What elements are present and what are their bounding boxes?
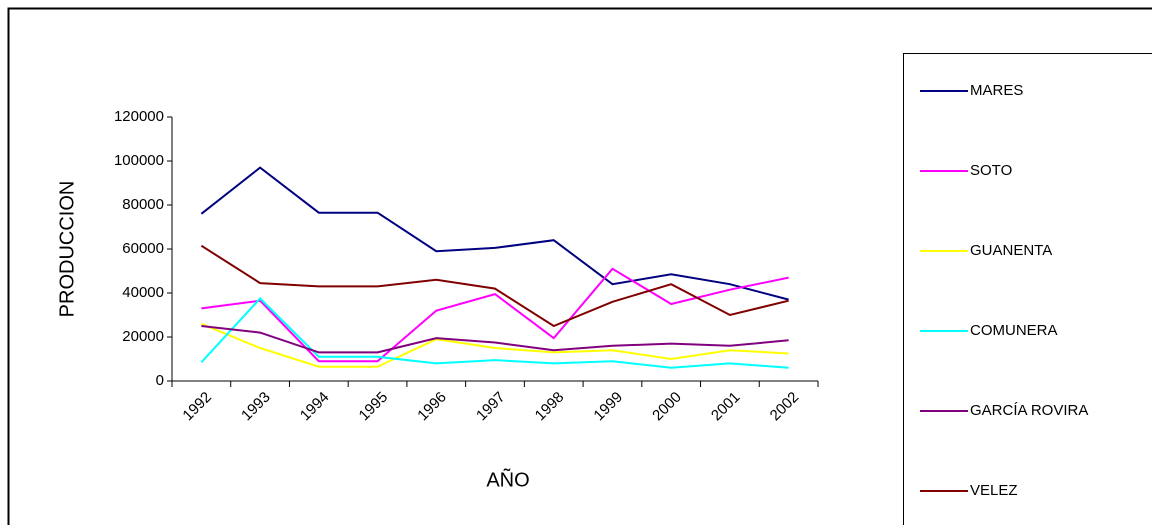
y-tick-label: 100000 <box>114 152 164 169</box>
y-axis-label: PRODUCCION <box>56 181 78 318</box>
y-tick-label: 0 <box>156 372 164 389</box>
y-tick-label: 80000 <box>122 196 164 213</box>
x-tick-label: 2000 <box>649 389 685 425</box>
x-tick-label: 1995 <box>356 389 392 425</box>
y-tick-label: 60000 <box>122 240 164 257</box>
x-axis-label: AÑO <box>486 467 529 491</box>
series-line <box>200 322 789 368</box>
legend-label: GARCÍA ROVIRA <box>970 402 1088 419</box>
series-line <box>200 297 789 369</box>
series-line <box>201 267 789 363</box>
frame <box>7 7 1152 525</box>
legend-label: GUANENTA <box>970 242 1052 259</box>
legend-label: VELEZ <box>970 482 1018 499</box>
legend-label: SOTO <box>970 162 1012 179</box>
legend-label: MARES <box>970 82 1023 99</box>
x-tick-label: 1992 <box>179 389 215 425</box>
legend-box <box>903 53 1152 525</box>
x-tick-label: 2002 <box>767 389 803 425</box>
x-tick-label: 1997 <box>473 389 509 425</box>
x-tick-label: 1999 <box>590 389 626 425</box>
y-tick-label: 40000 <box>122 284 164 301</box>
x-tick-label: 1993 <box>238 389 274 425</box>
x-tick-label: 1994 <box>297 389 333 425</box>
y-tick-label: 120000 <box>114 108 164 125</box>
legend-label: COMUNERA <box>970 322 1058 339</box>
y-tick-label: 20000 <box>122 328 164 345</box>
x-tick-label: 2001 <box>708 389 744 425</box>
x-tick-label: 1996 <box>414 389 450 425</box>
x-tick-label: 1998 <box>532 389 568 425</box>
series-line <box>200 166 789 301</box>
series-line <box>200 244 789 328</box>
series-line <box>201 325 789 354</box>
